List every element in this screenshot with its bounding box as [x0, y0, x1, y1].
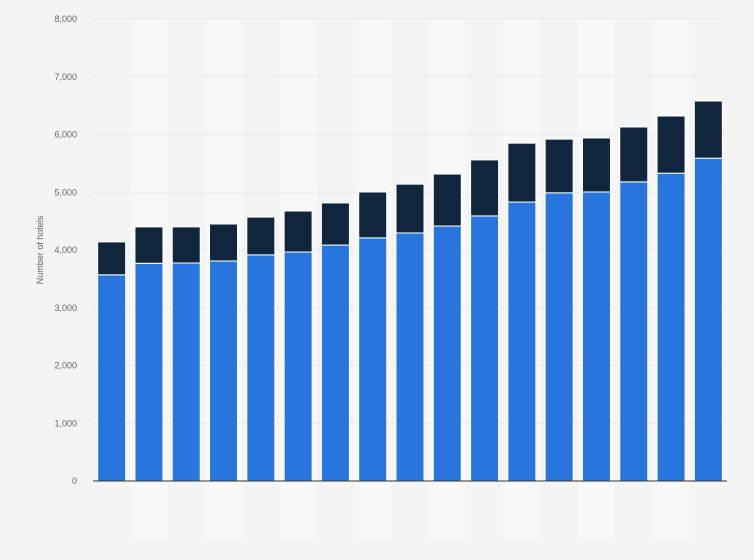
bar-segment-series-1[interactable] [134, 262, 164, 482]
y-tick-label: 1,000 [54, 418, 77, 428]
bar-segment-series-2[interactable] [693, 100, 723, 159]
bar-segment-series-2[interactable] [97, 241, 127, 276]
bar-segment-series-2[interactable] [619, 126, 649, 183]
bar-segment-series-1[interactable] [395, 232, 425, 482]
bar-segment-series-1[interactable] [544, 192, 574, 482]
y-tick-label: 4,000 [54, 245, 77, 255]
bar-segment-series-1[interactable] [209, 260, 239, 482]
bar-segment-series-2[interactable] [581, 137, 611, 193]
bar-segment-series-2[interactable] [395, 183, 425, 234]
bar-segment-series-1[interactable] [283, 251, 313, 482]
bar-segment-series-1[interactable] [693, 157, 723, 482]
bar-segment-series-1[interactable] [581, 191, 611, 482]
y-tick-label: 6,000 [54, 130, 77, 140]
bar-segment-series-1[interactable] [507, 201, 537, 482]
bar-segment-series-2[interactable] [209, 223, 239, 262]
bar-segment-series-2[interactable] [246, 216, 276, 256]
bar-segment-series-2[interactable] [470, 159, 500, 217]
bar-segment-series-1[interactable] [656, 172, 686, 482]
y-tick-label: 0 [72, 476, 77, 486]
y-tick-label: 3,000 [54, 303, 77, 313]
bar-segment-series-2[interactable] [320, 202, 350, 246]
y-tick-label: 5,000 [54, 187, 77, 197]
bar-segment-series-1[interactable] [619, 181, 649, 482]
bar-segment-series-1[interactable] [97, 274, 127, 482]
bar-segment-series-2[interactable] [656, 115, 686, 174]
y-tick-label: 2,000 [54, 361, 77, 371]
bar-segment-series-2[interactable] [358, 191, 388, 239]
bar-segment-series-2[interactable] [544, 138, 574, 194]
y-axis-label: Number of hotels [35, 215, 45, 284]
y-tick-label: 7,000 [54, 72, 77, 82]
bar-segment-series-1[interactable] [320, 244, 350, 482]
bar-segment-series-2[interactable] [507, 142, 537, 203]
bar-segment-series-1[interactable] [432, 225, 462, 482]
bar-segment-series-2[interactable] [283, 210, 313, 253]
bar-segment-series-2[interactable] [171, 226, 201, 264]
bar-segment-series-1[interactable] [358, 237, 388, 482]
bar-segment-series-2[interactable] [432, 173, 462, 227]
y-tick-label: 8,000 [54, 14, 77, 24]
bar-segment-series-1[interactable] [246, 254, 276, 482]
bar-segment-series-1[interactable] [171, 262, 201, 482]
bar-segment-series-2[interactable] [134, 226, 164, 264]
bar-segment-series-1[interactable] [470, 215, 500, 482]
